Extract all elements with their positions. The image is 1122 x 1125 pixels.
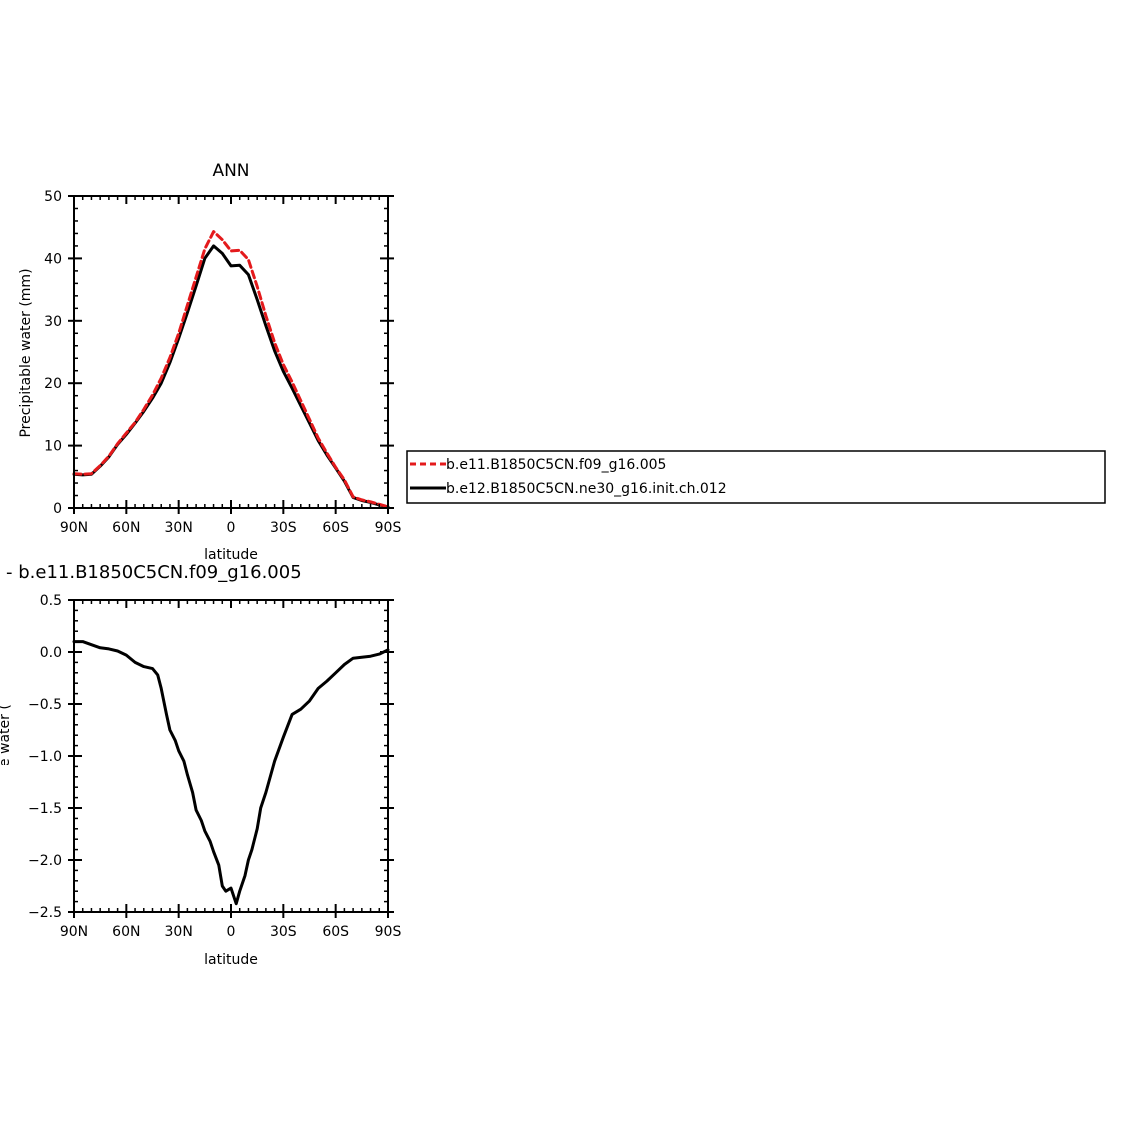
top-y-tick-label: 10 (44, 439, 62, 455)
bottom-y-tick-label: −2.5 (28, 905, 62, 921)
top-x-tick-label: 30N (165, 520, 193, 536)
bottom-y-tick-label: −0.5 (28, 697, 62, 713)
top-y-tick-label: 20 (44, 376, 62, 392)
legend-label-series-2: b.e12.B1850C5CN.ne30_g16.init.ch.012 (446, 481, 727, 497)
bottom-panel: - b.e11.B1850C5CN.f09_g16.005 Precipitab… (0, 562, 401, 968)
bottom-y-axis-label: Precipitable water (mm) (0, 671, 13, 840)
top-x-axis-label: latitude (204, 547, 258, 563)
bottom-y-tick-label: −1.5 (28, 801, 62, 817)
top-ticks-layer: 90N 60N 30N 0 30S 60S 90S 0 10 20 30 40 50 (44, 189, 401, 536)
bottom-x-tick-label: 30N (165, 924, 193, 940)
top-x-tick-label: 90N (60, 520, 88, 536)
top-x-tick-label: 90S (375, 520, 402, 536)
bottom-x-tick-label: 90S (375, 924, 402, 940)
bottom-plot-frame (73, 599, 389, 913)
top-y-tick-label: 30 (44, 314, 62, 330)
bottom-y-tick-label: −2.0 (28, 853, 62, 869)
bottom-x-tick-label: 30S (270, 924, 297, 940)
bottom-y-tick-label: 0.5 (40, 593, 62, 609)
top-x-tick-label: 60S (322, 520, 349, 536)
top-y-tick-label: 50 (44, 189, 62, 205)
top-y-tick-label: 40 (44, 251, 62, 267)
top-panel-title: ANN (212, 161, 249, 181)
bottom-x-tick-label: 60S (322, 924, 349, 940)
top-x-tick-label: 60N (112, 520, 140, 536)
legend-box (406, 450, 1106, 504)
bottom-series-layer (72, 640, 390, 906)
bottom-x-tick-label: 60N (112, 924, 140, 940)
bottom-x-tick-label: 90N (60, 924, 88, 940)
bottom-y-tick-label: 0.0 (40, 645, 62, 661)
top-series-line-1 (72, 244, 390, 509)
bottom-panel-title: - b.e11.B1850C5CN.f09_g16.005 (6, 562, 302, 583)
bottom-x-axis-label: latitude (204, 952, 258, 968)
top-series-layer (72, 230, 390, 509)
top-y-tick-label: 0 (53, 501, 62, 517)
legend: b.e11.B1850C5CN.f09_g16.005 b.e12.B1850C… (406, 450, 1106, 504)
bottom-ticks-layer: 90N 60N 30N 0 30S 60S 90S 0.5 0.0 −0.5 −1.0 −1.5 −2.… (28, 593, 401, 940)
top-x-tick-label: 30S (270, 520, 297, 536)
top-series-line-2 (72, 230, 390, 509)
top-panel: ANN Precipitable water (mm) latitude 90N… (18, 161, 401, 563)
top-plot-frame (73, 195, 389, 509)
top-y-axis-label: Precipitable water (mm) (18, 268, 34, 437)
bottom-x-tick-label: 0 (227, 924, 236, 940)
top-x-tick-label: 0 (227, 520, 236, 536)
legend-label-series-1: b.e11.B1850C5CN.f09_g16.005 (446, 457, 666, 473)
bottom-series-line-1 (72, 640, 390, 906)
bottom-y-tick-label: −1.0 (28, 749, 62, 765)
